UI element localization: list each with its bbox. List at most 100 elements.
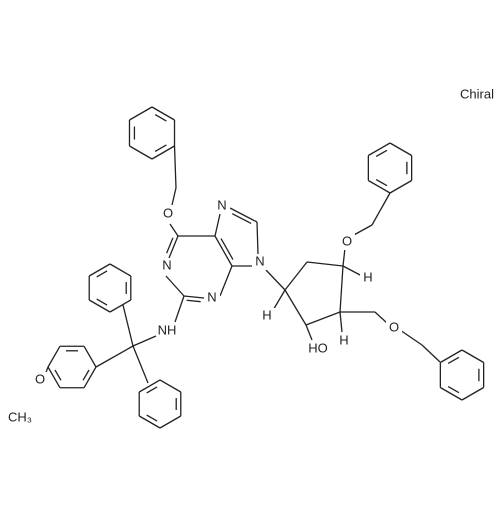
label-bg xyxy=(310,341,326,357)
chiral-label: Chiral xyxy=(460,86,494,101)
bond xyxy=(375,149,388,158)
bond xyxy=(138,415,161,429)
bond xyxy=(88,299,111,313)
bond xyxy=(83,345,97,368)
bond xyxy=(138,379,161,393)
bond xyxy=(146,414,158,422)
bond xyxy=(129,145,153,160)
bond xyxy=(284,289,307,326)
bond xyxy=(47,345,61,368)
bond xyxy=(421,344,441,363)
atom-label: O xyxy=(342,233,352,248)
bond xyxy=(95,345,134,368)
atom-label: O xyxy=(35,371,45,386)
atom-label: N xyxy=(255,253,264,268)
label-bg xyxy=(204,290,220,306)
atom-label: H xyxy=(262,307,271,322)
bond xyxy=(342,265,363,277)
label-bg xyxy=(259,308,275,324)
label-bg xyxy=(214,198,230,214)
label-bg xyxy=(12,410,28,426)
atom-label: H xyxy=(339,332,348,347)
bond xyxy=(368,179,391,194)
label-bg xyxy=(159,258,175,274)
label-bg xyxy=(159,323,175,339)
bond xyxy=(219,265,233,297)
bond xyxy=(214,235,233,267)
bond xyxy=(109,263,132,277)
bond xyxy=(132,345,149,384)
atom-label: CH₃ xyxy=(8,409,32,424)
label-bg xyxy=(252,254,268,270)
bond xyxy=(109,299,132,313)
bond xyxy=(284,261,308,291)
bond xyxy=(165,275,185,297)
bond xyxy=(54,369,62,381)
bond xyxy=(265,269,286,291)
label-bg xyxy=(336,333,352,349)
bond xyxy=(389,179,412,194)
bond xyxy=(132,335,157,347)
bond xyxy=(96,298,108,306)
bond xyxy=(305,324,313,341)
bond xyxy=(368,142,391,157)
bond xyxy=(229,207,258,223)
bond xyxy=(159,379,182,393)
bond xyxy=(96,270,108,278)
bond xyxy=(174,295,185,323)
atom-label: N xyxy=(217,197,226,212)
bond xyxy=(154,144,167,153)
bond xyxy=(256,221,259,255)
bond xyxy=(231,213,252,225)
bond xyxy=(82,369,90,381)
bond xyxy=(351,224,373,237)
bond xyxy=(169,223,179,237)
bond xyxy=(399,329,423,346)
bond xyxy=(440,386,463,401)
bond xyxy=(154,113,167,122)
bond xyxy=(461,349,484,364)
label-bg xyxy=(160,206,176,222)
bond xyxy=(83,366,97,389)
bond xyxy=(151,145,175,160)
atom-label: O xyxy=(163,205,173,220)
atom-label: N xyxy=(162,257,171,272)
bond xyxy=(166,237,174,254)
bond xyxy=(440,349,463,364)
bond xyxy=(447,356,460,365)
bond xyxy=(183,295,205,299)
label-bg xyxy=(386,320,402,336)
bond xyxy=(168,235,179,259)
bond xyxy=(375,178,388,187)
bond xyxy=(171,187,177,206)
bond xyxy=(461,386,484,401)
bond xyxy=(173,145,177,189)
label-bg xyxy=(32,372,48,388)
bond xyxy=(342,247,346,267)
bond xyxy=(447,385,460,394)
atom-label: HO xyxy=(308,340,328,355)
atom-label: NH xyxy=(158,322,177,337)
label-bg xyxy=(339,234,355,250)
bond xyxy=(339,265,344,313)
bond xyxy=(129,106,153,121)
bond xyxy=(47,366,61,389)
bond xyxy=(88,263,111,277)
bond xyxy=(151,106,175,121)
bond xyxy=(374,311,389,325)
atom-label: O xyxy=(389,319,399,334)
atom-label: H xyxy=(363,269,372,284)
bond xyxy=(146,386,158,394)
bond xyxy=(122,304,134,347)
bond xyxy=(159,415,182,429)
bond xyxy=(214,213,221,237)
bond xyxy=(220,238,234,260)
bond xyxy=(306,261,344,267)
bond xyxy=(371,192,391,226)
label-bg xyxy=(360,270,376,286)
bond xyxy=(186,299,201,303)
atom-label: N xyxy=(207,289,216,304)
bond xyxy=(389,142,412,157)
